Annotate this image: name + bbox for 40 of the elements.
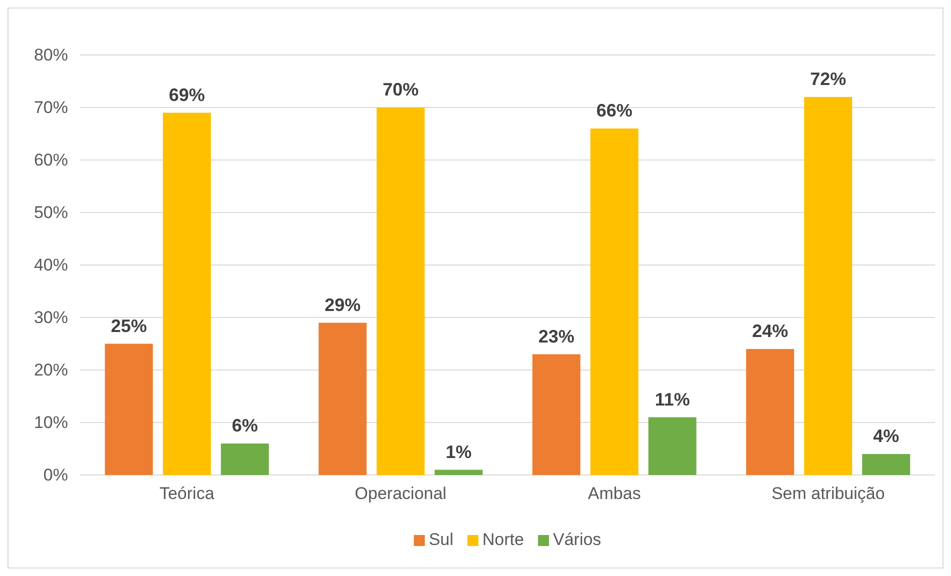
x-tick-label: Ambas: [588, 484, 641, 504]
data-label: 25%: [110, 316, 147, 336]
bar: [318, 322, 367, 475]
y-tick-label: 80%: [34, 45, 68, 64]
y-tick-label: 70%: [34, 98, 68, 117]
bar: [162, 112, 211, 475]
legend-label: Norte: [482, 530, 524, 549]
data-label: 29%: [324, 294, 361, 315]
y-tick-label: 0%: [43, 465, 68, 484]
y-tick-label: 60%: [34, 150, 68, 170]
data-label: 11%: [654, 389, 690, 410]
data-label: 72%: [810, 69, 846, 89]
bar: [220, 444, 269, 475]
y-tick-label: 50%: [34, 202, 68, 222]
data-label: 4%: [873, 426, 900, 446]
data-label: 23%: [538, 326, 574, 346]
bar: [862, 454, 910, 475]
bar: [376, 108, 425, 475]
data-label: 66%: [596, 100, 632, 120]
bar: [804, 97, 852, 475]
data-label: 6%: [232, 416, 258, 436]
data-label: 24%: [752, 321, 788, 341]
data-label: 69%: [168, 84, 205, 105]
bar: [590, 128, 638, 475]
x-tick-label: Sem atribuição: [771, 484, 885, 504]
bar: [434, 470, 483, 475]
legend-label: Vários: [552, 530, 602, 549]
bar: [746, 349, 794, 475]
bar: [532, 354, 580, 475]
bar: [648, 417, 696, 475]
data-label: 70%: [382, 80, 419, 100]
y-tick-label: 10%: [34, 412, 68, 432]
data-label: 1%: [446, 442, 472, 462]
bar: [104, 344, 153, 475]
x-tick-label: Operacional: [354, 484, 446, 504]
legend-label: Sul: [428, 530, 454, 549]
y-tick-label: 20%: [34, 360, 68, 380]
y-tick-label: 40%: [34, 255, 68, 274]
y-tick-label: 30%: [34, 308, 68, 327]
x-tick-label: Teórica: [159, 484, 215, 504]
